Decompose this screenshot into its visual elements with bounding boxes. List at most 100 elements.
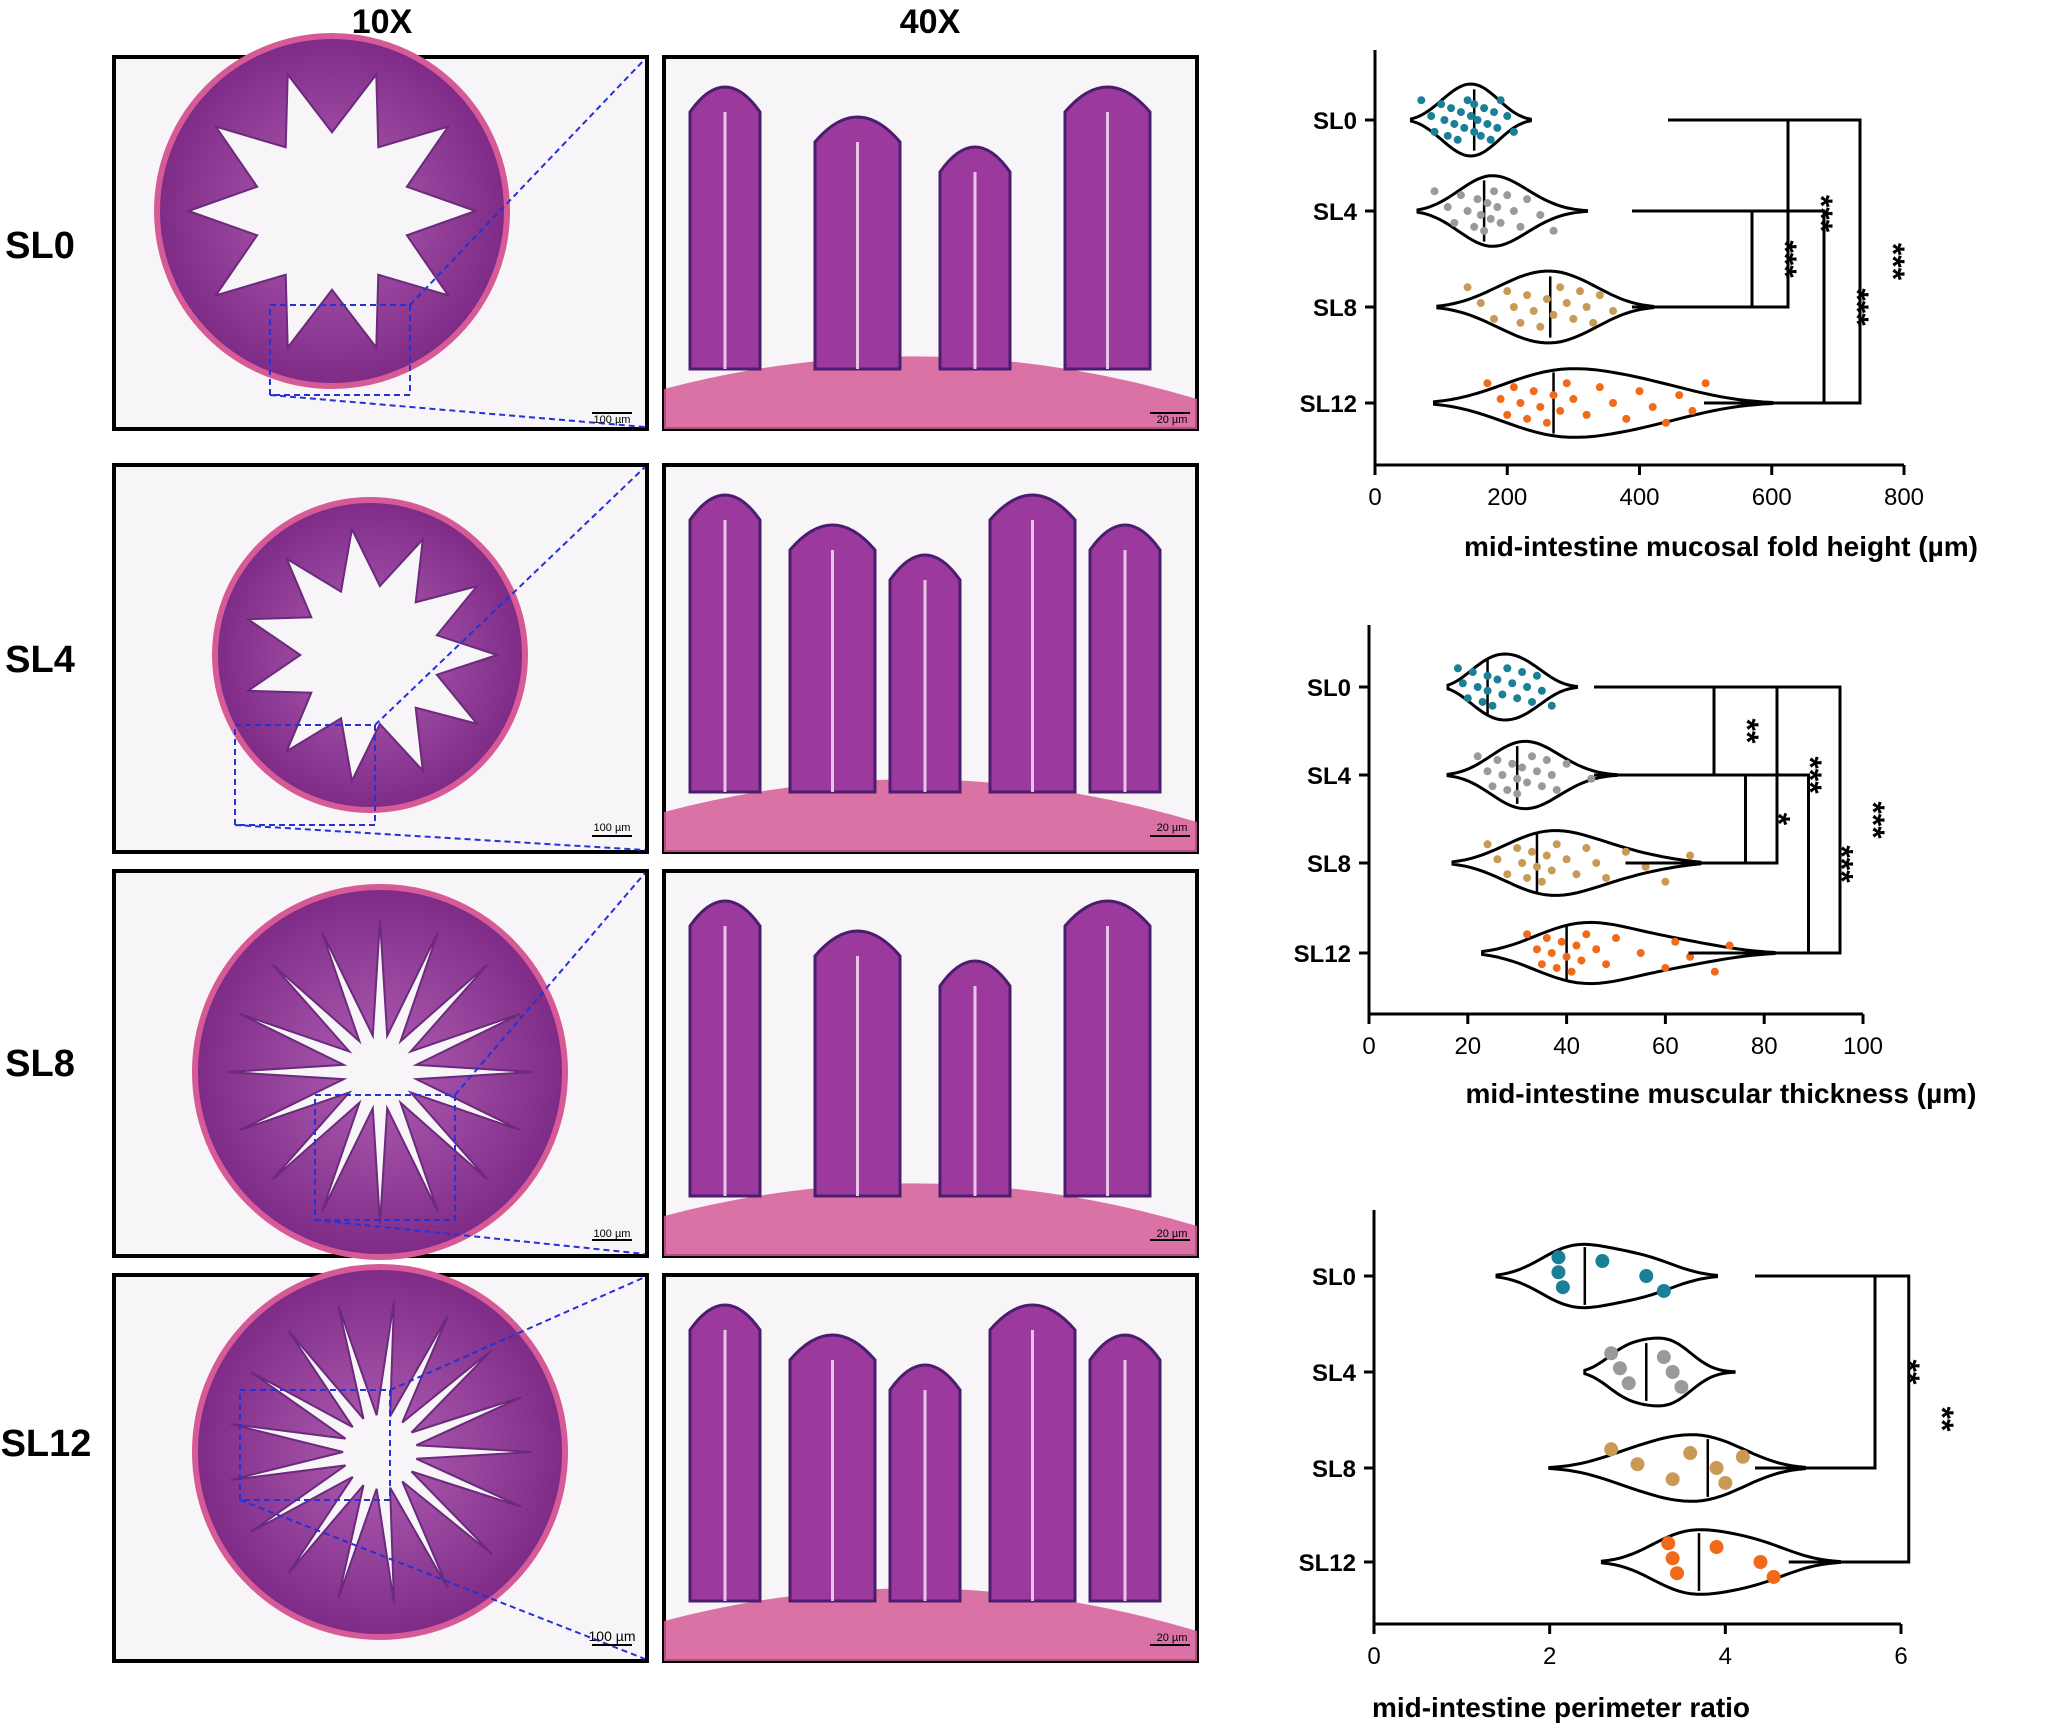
scale-bar-label-sl12-40x: 20 µm <box>1157 1632 1188 1644</box>
muscular-thickness-point-sl8-14 <box>1582 844 1591 853</box>
fold-height-point-sl12-4 <box>1516 399 1525 407</box>
fold-height-point-sl4-4 <box>1463 207 1472 215</box>
fold-height-point-sl12-14 <box>1595 383 1604 392</box>
fold-height-point-sl8-12 <box>1562 299 1571 308</box>
fold-height-point-sl0-21 <box>1493 123 1502 132</box>
fold-height-point-sl12-7 <box>1536 402 1545 411</box>
fold-height-point-sl0-18 <box>1483 119 1492 128</box>
row-label-sl4: SL4 <box>5 639 75 681</box>
fold-height-bracket-3 <box>1740 118 1862 405</box>
fold-height-point-sl4-12 <box>1493 203 1502 212</box>
perimeter-ratio-point-sl8-6 <box>1735 1449 1750 1464</box>
muscular-thickness-category-label-0: SL0 <box>1307 675 1351 702</box>
fold-height-point-sl0-2 <box>1430 127 1439 136</box>
fold-height-point-sl12-3 <box>1509 383 1518 392</box>
fold-height-point-sl4-0 <box>1430 187 1439 196</box>
fold-height-point-sl4-17 <box>1523 195 1532 204</box>
muscular-thickness-point-sl0-0 <box>1453 664 1462 673</box>
perimeter-ratio-point-sl8-3 <box>1683 1446 1698 1461</box>
scale-bar-label-sl4-40x: 20 µm <box>1157 822 1188 834</box>
fold-height-point-sl4-2 <box>1450 218 1459 227</box>
zoom-line-bottom-sl0 <box>269 394 646 428</box>
zoom-line-bottom-sl4 <box>234 824 646 851</box>
muscular-thickness-point-sl4-15 <box>1547 771 1556 779</box>
muscular-thickness-bracket-4 <box>1720 685 1842 955</box>
perimeter-ratio-category-label-1: SL4 <box>1312 1360 1357 1387</box>
muscular-thickness-point-sl8-13 <box>1572 870 1581 879</box>
muscular-thickness-point-sl4-5 <box>1503 785 1512 794</box>
row-label-sl0: SL0 <box>5 225 75 267</box>
muscular-thickness-point-sl4-0 <box>1473 752 1482 761</box>
muscular-thickness-category-label-1: SL4 <box>1307 763 1352 790</box>
fold-height-point-sl4-19 <box>1549 226 1558 235</box>
muscular-thickness-point-sl0-12 <box>1508 679 1517 688</box>
fold-height-bracket-label-2: *** <box>1839 288 1875 326</box>
fold-height-point-sl8-11 <box>1556 283 1565 292</box>
fold-height-bracket-label-3: *** <box>1875 243 1911 281</box>
fold-height-point-sl12-17 <box>1635 387 1644 396</box>
muscular-thickness-point-sl4-1 <box>1483 767 1492 776</box>
muscular-thickness-point-sl12-19 <box>1710 967 1719 976</box>
fold-height-point-sl12-12 <box>1569 395 1578 404</box>
perimeter-ratio-point-sl12-5 <box>1766 1569 1781 1584</box>
row-label-sl8: SL8 <box>5 1043 75 1085</box>
fold-height-bracket-label-1: *** <box>1803 195 1839 233</box>
fold-height-point-sl4-1 <box>1443 203 1452 212</box>
muscular-thickness-bracket-1 <box>1625 773 1747 865</box>
muscular-thickness-point-sl12-10 <box>1577 956 1586 965</box>
perimeter-ratio-point-sl12-2 <box>1670 1566 1685 1581</box>
column-header-40x: 40X <box>900 3 961 41</box>
scale-bar-label-sl0-40x: 20 µm <box>1157 414 1188 426</box>
muscular-thickness-point-sl0-19 <box>1547 701 1556 710</box>
muscular-thickness-point-sl0-17 <box>1532 671 1541 680</box>
perimeter-ratio-category-label-0: SL0 <box>1312 1264 1356 1291</box>
muscular-thickness-point-sl4-13 <box>1537 782 1546 791</box>
muscular-thickness-point-sl12-16 <box>1661 963 1670 972</box>
perimeter-ratio-point-sl8-1 <box>1630 1457 1645 1472</box>
fold-height-point-sl0-8 <box>1453 135 1462 144</box>
muscular-thickness-point-sl0-5 <box>1478 697 1487 706</box>
fold-height-category-label-1: SL4 <box>1313 199 1358 226</box>
fold-height-point-sl4-16 <box>1516 222 1525 231</box>
fold-height-point-sl0-16 <box>1476 131 1485 140</box>
muscular-thickness-point-sl4-9 <box>1518 763 1527 772</box>
inset-box-sl12 <box>239 1389 391 1501</box>
muscular-thickness-point-sl8-11 <box>1552 840 1561 849</box>
muscular-thickness-point-sl0-15 <box>1523 683 1532 691</box>
muscular-thickness-point-sl0-16 <box>1528 697 1537 706</box>
perimeter-ratio-point-sl0-5 <box>1656 1283 1671 1298</box>
fold-height-point-sl4-10 <box>1486 214 1495 223</box>
perimeter-ratio-category-label-2: SL8 <box>1312 1456 1356 1483</box>
muscular-thickness-category-label-2: SL8 <box>1307 851 1351 878</box>
fold-height-point-sl12-15 <box>1609 399 1618 407</box>
scale-bar-label-sl8-40x: 20 µm <box>1157 1228 1188 1240</box>
fold-height-point-sl0-10 <box>1460 123 1469 132</box>
scale-bar-label-sl8-10x: 100 µm <box>594 1228 631 1240</box>
muscular-thickness-point-sl8-10 <box>1547 866 1556 875</box>
muscular-thickness-x-tick-label-5: 100 <box>1843 1033 1883 1060</box>
muscle-layer-sl8 <box>664 1183 1197 1256</box>
perimeter-ratio-x-tick-label-2: 4 <box>1719 1643 1732 1670</box>
muscular-thickness-bracket-label-4: *** <box>1855 801 1891 839</box>
inset-box-sl8 <box>314 1094 456 1221</box>
muscular-thickness-point-sl0-1 <box>1458 679 1467 688</box>
muscular-thickness-point-sl12-12 <box>1592 945 1601 954</box>
muscular-thickness-point-sl8-6 <box>1528 847 1537 856</box>
muscular-thickness-point-sl12-7 <box>1562 952 1571 961</box>
muscular-thickness-x-tick-label-4: 80 <box>1751 1033 1778 1060</box>
fold-height-point-sl12-9 <box>1549 391 1558 400</box>
muscular-thickness-point-sl0-10 <box>1498 690 1507 699</box>
perimeter-ratio-point-sl4-4 <box>1665 1365 1680 1379</box>
muscular-thickness-point-sl8-8 <box>1537 877 1546 886</box>
fold-height-point-sl8-4 <box>1509 303 1518 311</box>
zoom-line-bottom-sl12 <box>239 1499 646 1660</box>
fold-height-point-sl12-6 <box>1529 387 1538 396</box>
muscular-thickness-point-sl4-16 <box>1552 785 1561 794</box>
fold-height-point-sl4-14 <box>1503 191 1512 200</box>
muscular-thickness-point-sl12-11 <box>1582 930 1591 939</box>
fold-height-point-sl8-14 <box>1575 287 1584 296</box>
fold-height-point-sl4-15 <box>1509 207 1518 215</box>
perimeter-ratio-point-sl4-3 <box>1656 1350 1671 1365</box>
muscular-thickness-point-sl8-12 <box>1562 855 1571 864</box>
perimeter-ratio-point-sl0-3 <box>1595 1254 1610 1269</box>
